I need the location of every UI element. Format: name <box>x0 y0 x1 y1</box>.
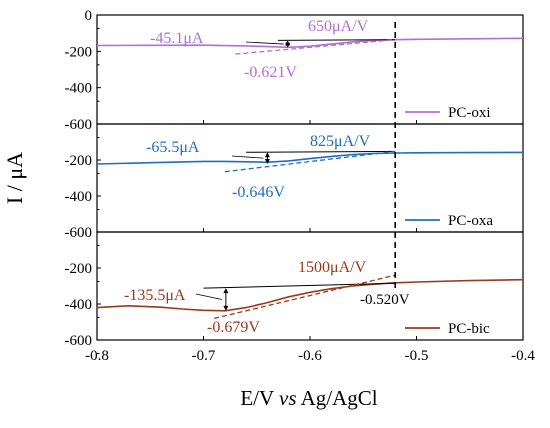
baseline-tangent <box>246 150 396 153</box>
x-tick-label: -0.8 <box>85 348 109 364</box>
x-axis-label-suffix: Ag/AgCl <box>297 386 378 410</box>
y-tick-label: 0 <box>85 8 93 24</box>
x-tick-label: -0.6 <box>298 348 322 364</box>
x-tick-label: -0.7 <box>192 348 216 364</box>
potential-label: -0.621V <box>244 64 297 81</box>
y-tick-label: -400 <box>65 189 93 205</box>
slope-label: 1500μA/V <box>298 259 367 276</box>
x-axis-label-vs: vs <box>279 386 297 410</box>
current-value-label: -65.5μA <box>146 139 200 156</box>
slope-label: 650μA/V <box>308 18 369 35</box>
series-line-pc-oxa <box>96 151 524 165</box>
arrow-head-down <box>285 42 291 48</box>
current-value-label: -45.1μA <box>150 30 204 47</box>
baseline-tangent <box>278 39 396 41</box>
series-line-pc-bic <box>96 278 524 312</box>
x-tick-label: -0.4 <box>511 348 535 364</box>
y-tick-label: -600 <box>65 333 93 349</box>
y-axis-label: I / μA <box>2 152 27 204</box>
y-tick-label: -600 <box>65 117 93 133</box>
y-tick-label: -400 <box>65 297 93 313</box>
slope-label: 825μA/V <box>310 133 371 150</box>
reference-potential-label: -0.520V <box>360 292 410 308</box>
arrow-head-down <box>264 158 270 164</box>
legend-label: PC-bic <box>448 321 490 337</box>
slope-tangent <box>213 274 396 320</box>
slope-tangent <box>224 150 396 173</box>
arrow-head-up <box>264 152 270 158</box>
y-tick-label: -200 <box>65 261 93 277</box>
current-value-label: -135.5μA <box>124 287 186 304</box>
x-tick-label: -0.5 <box>405 348 429 364</box>
potential-label: -0.646V <box>232 184 285 201</box>
value-leader <box>245 41 284 45</box>
value-leader <box>231 155 264 159</box>
arrow-head-up <box>223 288 229 294</box>
x-axis-label-prefix: E/V <box>240 386 279 410</box>
potential-label: -0.679V <box>207 319 260 336</box>
x-axis-label: E/V vs Ag/AgCl <box>240 386 377 410</box>
legend-label: PC-oxi <box>448 105 491 121</box>
legend-label: PC-oxa <box>448 213 493 229</box>
slope-tangent <box>235 39 396 55</box>
y-tick-label: -200 <box>65 153 93 169</box>
value-leader <box>195 293 222 300</box>
y-tick-label: -400 <box>65 81 93 97</box>
y-tick-label: -200 <box>65 44 93 60</box>
series-line-pc-oxi <box>96 37 524 49</box>
arrow-head-down <box>223 305 229 311</box>
y-tick-label: -600 <box>65 225 93 241</box>
baseline-tangent <box>203 282 396 289</box>
